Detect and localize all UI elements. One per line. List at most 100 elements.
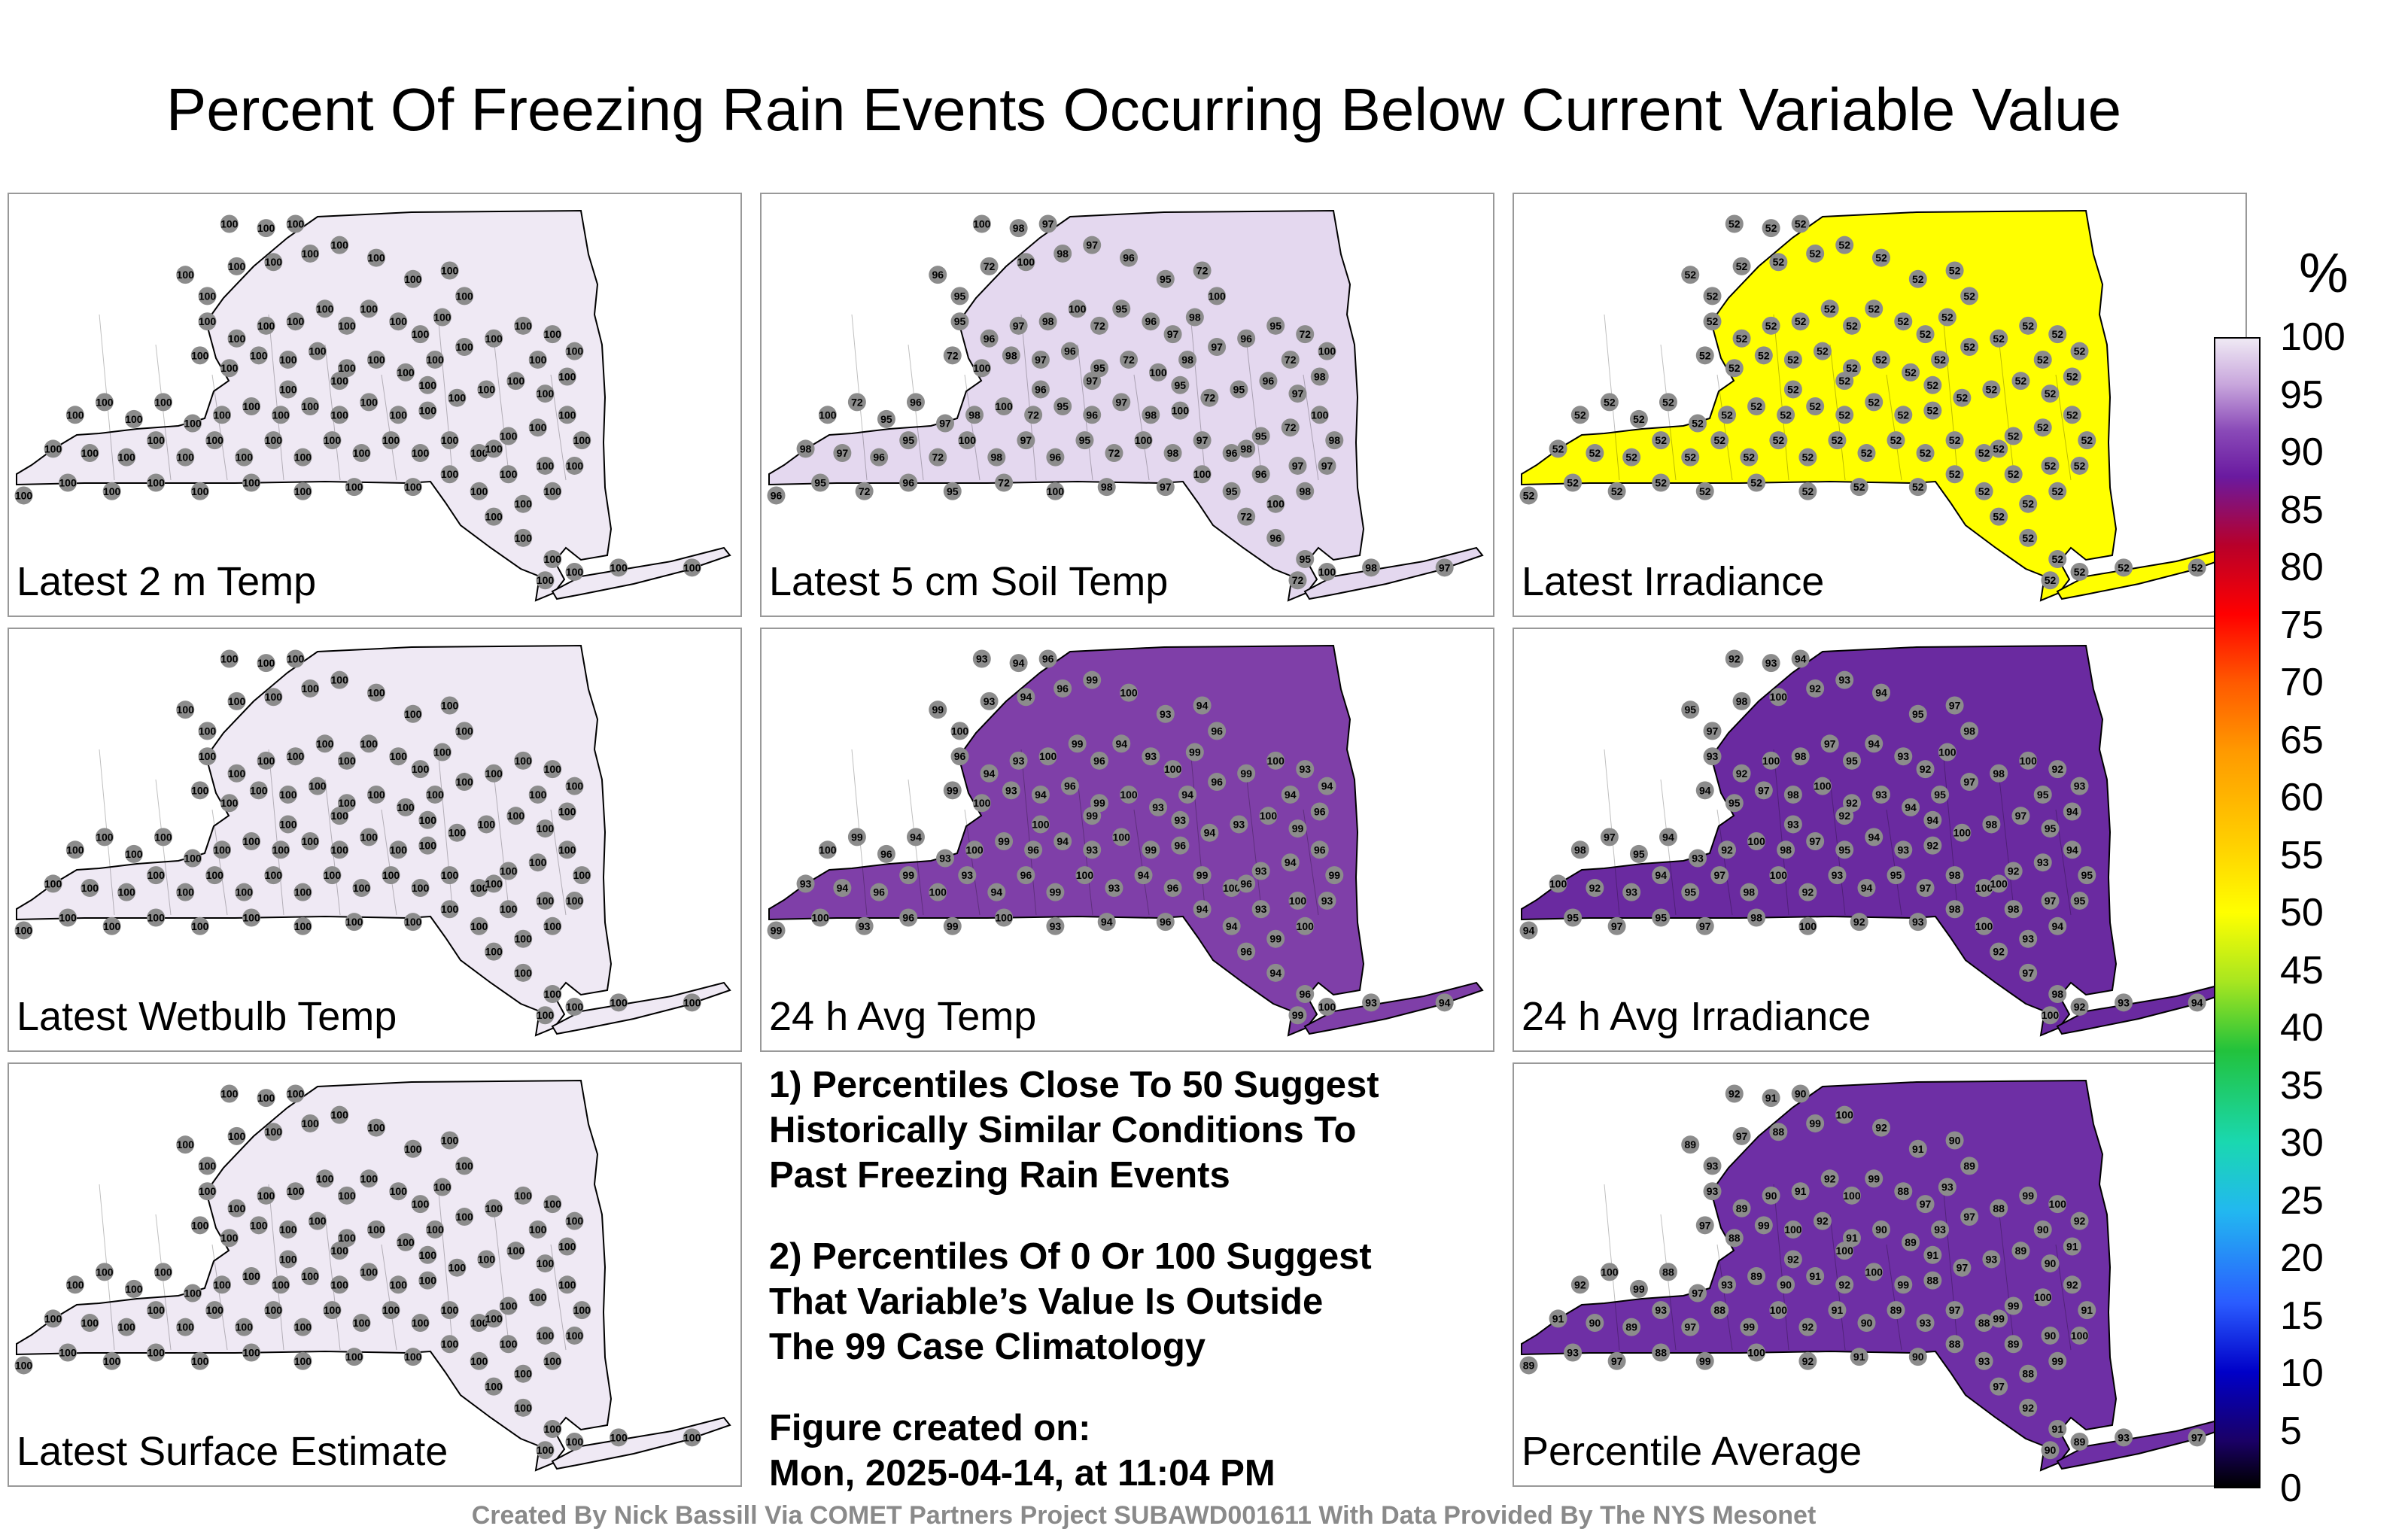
station-value: 99: [1093, 797, 1105, 809]
map-panel: 100 100 100 100 100 100 100 100 100 100 100 100 100 1…: [8, 193, 742, 617]
station-marker: 100: [278, 1220, 297, 1239]
note-percentiles-extremes: 2) Percentiles Of 0 Or 100 Suggest That …: [769, 1236, 1372, 1367]
station-value: 100: [242, 400, 260, 412]
station-value: 100: [228, 1130, 246, 1142]
station-value: 99: [1744, 1321, 1756, 1333]
station-dot: [1024, 840, 1043, 859]
station-value: 100: [507, 375, 525, 387]
station-dot: [1828, 866, 1847, 885]
station-value: 88: [1978, 1317, 1990, 1329]
station-value: 98: [1750, 912, 1762, 924]
station-dot: [367, 785, 385, 804]
county-line: [908, 779, 924, 916]
station-value: 94: [2066, 843, 2078, 856]
station-value: 96: [910, 396, 922, 408]
station-dot: [1945, 900, 1964, 919]
station-marker: 100: [1842, 1186, 1861, 1205]
station-dot: [683, 993, 701, 1012]
station-value: 100: [103, 1355, 121, 1367]
station-value: 96: [902, 477, 914, 489]
station-marker: 89: [1960, 1157, 1979, 1175]
station-value: 100: [199, 750, 217, 762]
station-dot: [1835, 1275, 1854, 1294]
station-marker: 96: [1266, 528, 1285, 547]
station-value: 100: [426, 1223, 444, 1236]
station-marker: 100: [1798, 916, 1817, 935]
station-value: 100: [419, 1275, 437, 1287]
station-value: 94: [1795, 652, 1807, 664]
station-marker: 100: [257, 1089, 275, 1108]
station-dot: [1820, 1169, 1839, 1188]
station-marker: 100: [154, 1263, 172, 1281]
station-marker: 99: [1894, 1275, 1913, 1294]
station-value: 100: [382, 434, 400, 446]
station-dot: [1982, 815, 2001, 834]
station-marker: 100: [1075, 866, 1094, 885]
station-value: 99: [1086, 810, 1098, 822]
station-marker: 100: [278, 350, 297, 369]
station-dot: [855, 482, 874, 500]
station-value: 100: [1120, 687, 1138, 699]
station-value: 52: [2045, 574, 2057, 586]
station-marker: 100: [286, 214, 305, 233]
station-marker: 93: [1156, 704, 1175, 723]
station-value: 93: [1145, 750, 1157, 762]
station-value: 96: [1226, 447, 1238, 459]
station-value: 100: [404, 916, 422, 928]
station-marker: 52: [1828, 431, 1847, 450]
station-dot: [1659, 828, 1677, 847]
station-dot: [1237, 507, 1256, 526]
station-value: 100: [470, 485, 488, 497]
county-line: [964, 374, 981, 481]
station-dot: [514, 1186, 533, 1205]
station-value: 99: [1633, 1283, 1645, 1295]
station-value: 100: [478, 818, 496, 830]
station-marker: 100: [470, 1351, 488, 1370]
station-marker: 94: [2063, 840, 2081, 859]
station-value: 93: [961, 869, 973, 881]
station-value: 97: [1920, 882, 1932, 894]
station-dot: [1945, 261, 1964, 280]
station-dot: [426, 785, 445, 804]
station-marker: 52: [1842, 316, 1861, 335]
station-dot: [1031, 380, 1050, 399]
station-value: 97: [2045, 895, 2057, 907]
station-value: 52: [1795, 217, 1807, 229]
station-dot: [1288, 385, 1307, 403]
station-marker: 92: [2019, 1398, 2038, 1417]
station-value: 93: [1050, 920, 1062, 932]
station-marker: 93: [1783, 815, 1802, 834]
station-marker: 95: [2033, 785, 2052, 804]
station-value: 95: [1255, 430, 1267, 442]
station-marker: 94: [1318, 777, 1336, 795]
station-dot: [81, 879, 99, 898]
station-value: 92: [1846, 797, 1858, 809]
station-dot: [950, 747, 969, 766]
station-dot: [2033, 1220, 2052, 1239]
station-dot: [1975, 1351, 1993, 1370]
station-marker: 90: [1791, 1084, 1810, 1103]
station-dot: [2078, 866, 2096, 885]
station-marker: 98: [1740, 883, 1759, 901]
station-dot: [2033, 853, 2052, 872]
station-marker: 100: [264, 688, 283, 707]
station-value: 100: [360, 1266, 379, 1278]
station-value: 52: [2191, 561, 2203, 573]
station-value: 100: [272, 843, 290, 856]
station-value: 72: [1196, 265, 1209, 277]
station-marker: 100: [565, 1326, 584, 1345]
station-dot: [906, 828, 925, 847]
station-dot: [286, 747, 305, 766]
station-marker: 94: [1178, 785, 1197, 804]
station-value: 100: [191, 1219, 209, 1231]
station-marker: 100: [220, 359, 239, 378]
station-marker: 52: [1798, 448, 1817, 467]
station-dot: [235, 1318, 254, 1336]
station-value: 100: [220, 217, 239, 229]
station-marker: 100: [330, 236, 349, 254]
station-value: 93: [1707, 750, 1719, 762]
station-dot: [102, 916, 121, 935]
station-marker: 100: [950, 722, 969, 740]
station-marker: 92: [1835, 807, 1854, 825]
station-dot: [565, 997, 584, 1016]
